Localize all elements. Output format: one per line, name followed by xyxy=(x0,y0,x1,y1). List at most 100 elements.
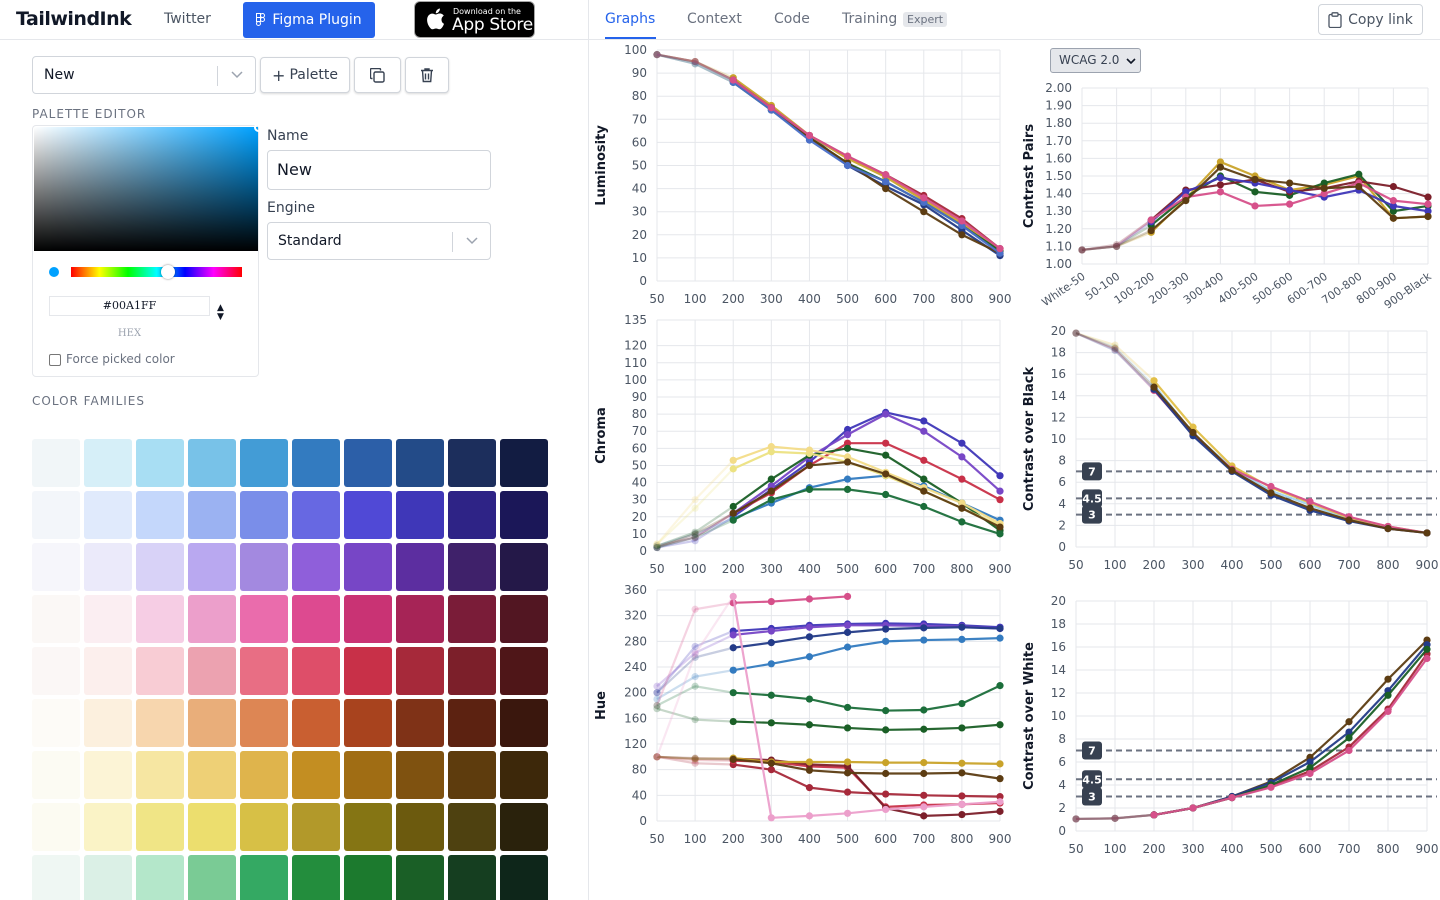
data-point[interactable] xyxy=(958,439,966,447)
data-point[interactable] xyxy=(1182,197,1190,205)
color-swatch[interactable] xyxy=(32,855,80,900)
color-swatch[interactable] xyxy=(292,647,340,695)
data-point[interactable] xyxy=(1345,728,1353,736)
data-point[interactable] xyxy=(1113,242,1121,250)
data-point[interactable] xyxy=(1251,188,1259,196)
color-swatch[interactable] xyxy=(84,751,132,799)
data-point[interactable] xyxy=(958,231,966,239)
data-point[interactable] xyxy=(996,530,1004,538)
color-swatch[interactable] xyxy=(84,855,132,900)
data-point[interactable] xyxy=(691,528,699,536)
data-point[interactable] xyxy=(1267,489,1275,497)
data-point[interactable] xyxy=(653,682,661,690)
color-swatch[interactable] xyxy=(240,855,288,900)
color-swatch[interactable] xyxy=(240,439,288,487)
data-point[interactable] xyxy=(882,790,890,798)
color-swatch[interactable] xyxy=(344,855,392,900)
data-point[interactable] xyxy=(1320,179,1328,187)
data-point[interactable] xyxy=(958,504,966,512)
data-point[interactable] xyxy=(882,185,890,193)
data-point[interactable] xyxy=(691,533,699,541)
color-swatch[interactable] xyxy=(32,751,80,799)
data-point[interactable] xyxy=(920,208,928,216)
data-point[interactable] xyxy=(1423,654,1431,663)
data-point[interactable] xyxy=(653,51,661,59)
data-point[interactable] xyxy=(653,51,661,59)
color-swatch[interactable] xyxy=(240,491,288,539)
color-swatch[interactable] xyxy=(344,595,392,643)
data-point[interactable] xyxy=(996,775,1004,783)
data-point[interactable] xyxy=(653,542,661,550)
color-swatch[interactable] xyxy=(84,803,132,851)
data-point[interactable] xyxy=(1355,170,1363,178)
data-point[interactable] xyxy=(653,753,661,761)
color-swatch[interactable] xyxy=(396,855,444,900)
data-point[interactable] xyxy=(1078,246,1086,254)
data-point[interactable] xyxy=(1111,346,1119,355)
data-point[interactable] xyxy=(691,57,699,66)
data-point[interactable] xyxy=(843,643,852,651)
data-point[interactable] xyxy=(691,754,699,762)
data-point[interactable] xyxy=(996,682,1004,690)
color-swatch[interactable] xyxy=(344,543,392,591)
color-swatch[interactable] xyxy=(136,855,184,900)
data-point[interactable] xyxy=(1182,188,1190,196)
data-point[interactable] xyxy=(653,51,661,59)
data-point[interactable] xyxy=(653,753,661,761)
data-point[interactable] xyxy=(653,753,661,761)
color-swatch[interactable] xyxy=(500,543,548,591)
color-swatch[interactable] xyxy=(292,439,340,487)
data-point[interactable] xyxy=(1320,184,1328,192)
data-point[interactable] xyxy=(653,695,661,703)
color-swatch[interactable] xyxy=(500,699,548,747)
data-point[interactable] xyxy=(653,540,661,548)
data-point[interactable] xyxy=(805,653,814,661)
data-point[interactable] xyxy=(729,502,737,511)
color-swatch[interactable] xyxy=(448,543,496,591)
figma-plugin-button[interactable]: Figma Plugin xyxy=(243,2,375,38)
data-point[interactable] xyxy=(920,769,928,778)
data-point[interactable] xyxy=(843,152,852,160)
color-swatch[interactable] xyxy=(240,595,288,643)
data-point[interactable] xyxy=(653,701,661,710)
color-swatch[interactable] xyxy=(240,647,288,695)
data-point[interactable] xyxy=(843,724,852,732)
data-point[interactable] xyxy=(1320,190,1328,198)
color-swatch[interactable] xyxy=(136,647,184,695)
data-point[interactable] xyxy=(1111,341,1119,349)
twitter-link[interactable]: Twitter xyxy=(164,11,211,27)
data-point[interactable] xyxy=(653,753,661,761)
data-point[interactable] xyxy=(691,60,699,68)
color-swatch[interactable] xyxy=(32,595,80,643)
data-point[interactable] xyxy=(843,161,852,170)
data-point[interactable] xyxy=(653,705,661,713)
data-point[interactable] xyxy=(1384,675,1392,683)
color-swatch[interactable] xyxy=(136,543,184,591)
tab-code[interactable]: Code xyxy=(774,11,810,27)
color-swatch[interactable] xyxy=(84,439,132,487)
data-point[interactable] xyxy=(882,637,890,645)
data-point[interactable] xyxy=(767,482,775,490)
color-swatch[interactable] xyxy=(448,491,496,539)
data-point[interactable] xyxy=(1147,216,1155,224)
data-point[interactable] xyxy=(1228,466,1236,474)
data-point[interactable] xyxy=(1384,691,1392,699)
data-point[interactable] xyxy=(729,755,737,763)
data-point[interactable] xyxy=(691,673,699,681)
data-point[interactable] xyxy=(691,530,699,538)
color-swatch[interactable] xyxy=(396,595,444,643)
data-point[interactable] xyxy=(767,448,775,456)
data-point[interactable] xyxy=(882,451,890,459)
color-swatch[interactable] xyxy=(344,439,392,487)
data-point[interactable] xyxy=(882,171,890,179)
data-point[interactable] xyxy=(1111,814,1119,822)
color-swatch[interactable] xyxy=(500,751,548,799)
color-swatch[interactable] xyxy=(500,491,548,539)
data-point[interactable] xyxy=(691,57,699,66)
data-point[interactable] xyxy=(767,814,775,822)
data-point[interactable] xyxy=(767,104,775,112)
data-point[interactable] xyxy=(1072,815,1080,823)
data-point[interactable] xyxy=(729,644,737,652)
data-point[interactable] xyxy=(1306,504,1314,512)
color-swatch[interactable] xyxy=(292,699,340,747)
